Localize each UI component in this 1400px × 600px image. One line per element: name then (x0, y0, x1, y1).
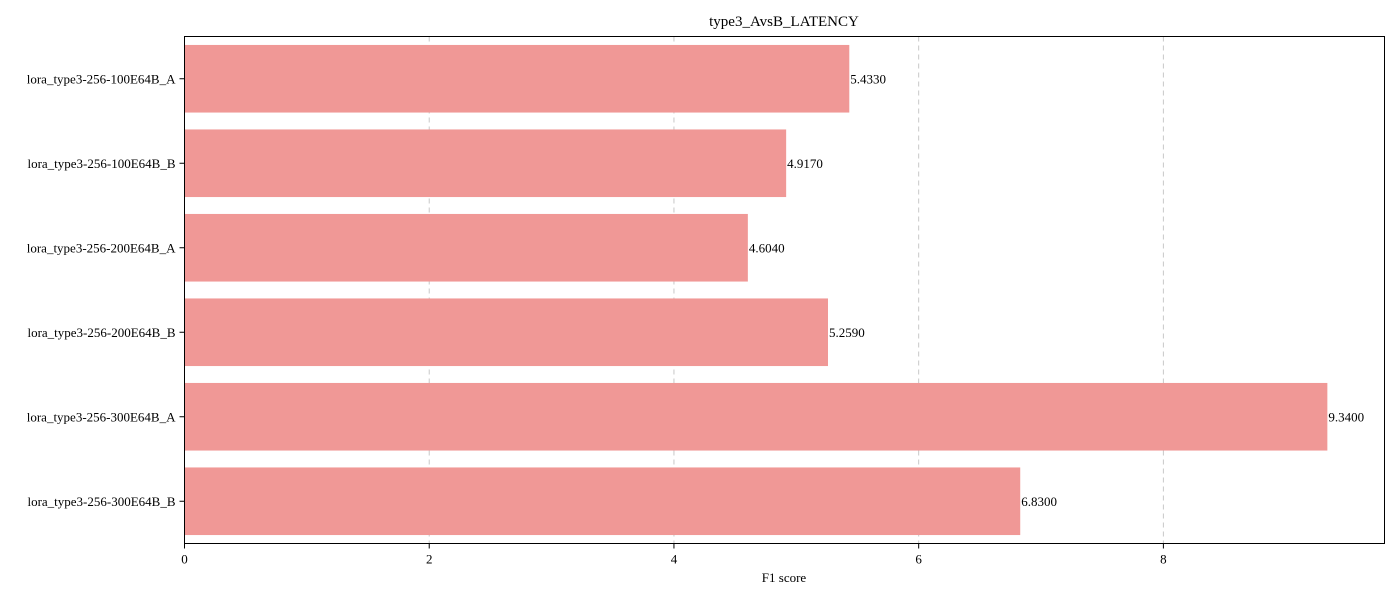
bar (184, 382, 1328, 451)
bar (184, 129, 787, 198)
x-tick-label: 0 (181, 552, 188, 567)
x-tick-label: 4 (671, 552, 678, 567)
x-axis-label: F1 score (762, 570, 807, 585)
bar (184, 467, 1021, 536)
value-label: 6.8300 (1021, 494, 1057, 509)
labels: lora_type3-256-100E64B_A 5.4330 lora_type3… (27, 71, 1364, 509)
category-label: lora_type3-256-100E64B_A (27, 71, 176, 86)
bar (184, 298, 828, 367)
bars (184, 44, 1328, 536)
category-label: lora_type3-256-200E64B_B (27, 325, 175, 340)
value-label: 9.3400 (1328, 409, 1364, 424)
plot-frame (184, 36, 1385, 544)
x-tick-label: 6 (915, 552, 922, 567)
bar (184, 213, 748, 282)
category-label: lora_type3-256-300E64B_A (27, 409, 176, 424)
chart-title: type3_AvsB_LATENCY (709, 14, 859, 30)
x-tick-label: 8 (1160, 552, 1167, 567)
value-label: 4.9170 (787, 156, 823, 171)
category-label: lora_type3-256-100E64B_B (27, 156, 175, 171)
x-axis-ticks: 0 2 4 6 8 (181, 543, 1167, 567)
value-label: 5.2590 (829, 325, 865, 340)
x-tick-label: 2 (426, 552, 433, 567)
value-label: 4.6040 (749, 240, 785, 255)
bar (184, 44, 850, 113)
category-label: lora_type3-256-300E64B_B (27, 494, 175, 509)
category-label: lora_type3-256-200E64B_A (27, 240, 176, 255)
grid-lines (428, 36, 1164, 544)
value-label: 5.4330 (850, 71, 886, 86)
